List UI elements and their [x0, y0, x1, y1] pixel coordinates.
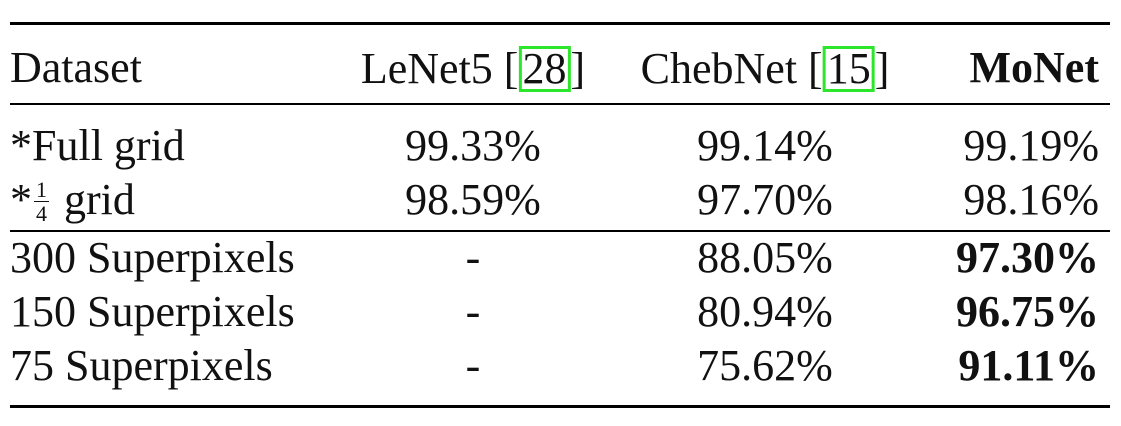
row-dataset-suffix: grid: [64, 175, 135, 224]
row-chebnet-value: 75.62%: [697, 341, 833, 390]
citation-link-15[interactable]: 15: [822, 46, 875, 92]
row-chebnet-value: 99.14%: [697, 121, 833, 170]
row-dataset: * 1 4 grid: [10, 178, 135, 228]
header-chebnet: ChebNet [15]: [640, 44, 890, 93]
row-lenet5-value: -: [465, 233, 481, 282]
row-chebnet-value: 88.05%: [697, 233, 833, 282]
header-rule: [10, 103, 1110, 105]
row-lenet5-value: 98.59%: [405, 175, 541, 224]
bottom-rule: [10, 405, 1110, 408]
row-dataset-prefix: *: [10, 175, 32, 224]
header-lenet5: LeNet5 [28]: [361, 46, 585, 92]
header-dataset: Dataset: [10, 43, 142, 92]
row-monet-value: 91.11%: [958, 341, 1099, 390]
header-lenet5-label: LeNet5 [: [360, 44, 519, 93]
fraction-numerator: 1: [34, 177, 49, 203]
row-lenet5-value: -: [465, 341, 481, 390]
header-chebnet-label: ChebNet [: [640, 44, 823, 93]
row-monet-value: 96.75%: [956, 287, 1099, 336]
group-separator-rule: [10, 230, 1110, 232]
row-dataset: 300 Superpixels: [10, 233, 295, 282]
row-monet-value: 97.30%: [956, 233, 1099, 282]
citation-link-28[interactable]: 28: [518, 46, 571, 92]
header-monet: MoNet: [969, 43, 1100, 92]
row-monet-value: 99.19%: [963, 121, 1099, 170]
row-lenet5-value: 99.33%: [405, 121, 541, 170]
top-rule: [10, 22, 1110, 25]
row-chebnet-value: 97.70%: [697, 175, 833, 224]
row-lenet5-value: -: [465, 287, 481, 336]
row-chebnet-value: 80.94%: [697, 287, 833, 336]
header-chebnet-close: ]: [874, 44, 890, 93]
row-dataset: 150 Superpixels: [10, 287, 295, 336]
header-lenet5-close: ]: [570, 44, 586, 93]
row-monet-value: 98.16%: [963, 175, 1099, 224]
fraction-denominator: 4: [36, 201, 47, 227]
row-dataset: *Full grid: [10, 121, 185, 170]
row-dataset: 75 Superpixels: [10, 341, 273, 390]
